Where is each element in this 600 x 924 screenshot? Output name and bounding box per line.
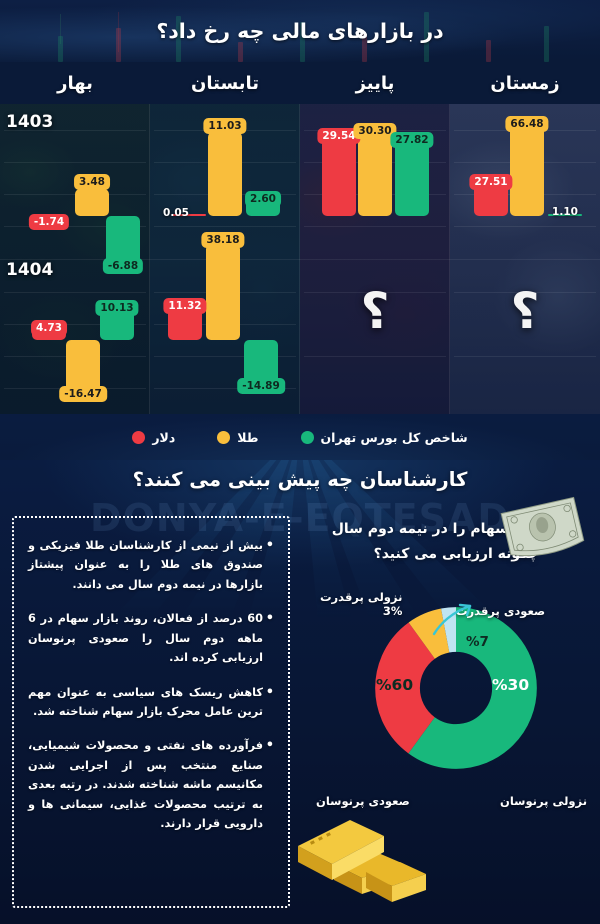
legend-dot-index-icon (300, 430, 314, 444)
legend-label-gold: طلا (237, 429, 259, 445)
bar-label-1404-tabestan-gold: 38.18 (201, 232, 245, 248)
chart-legend: شاخص کل بورس تهران طلا دلار (0, 414, 600, 460)
bar-1403-paeez-dollar (322, 132, 356, 216)
bar-label-1404-bahar-gold: -16.47 (59, 386, 107, 402)
donut-slice-downward-strong (375, 607, 537, 769)
bar-label-1404-bahar-dollar: 4.73 (31, 320, 67, 336)
poll-donut-chart: %60 %30 %7 نزولی پرقدرت 3% صعودی پرقدرت … (314, 586, 588, 886)
dollar-bill-decoration-icon (500, 496, 585, 557)
donut-category-upward-volatile: صعودی پرنوسان (316, 794, 410, 808)
bar-label-1403-tabestan-dollar: 0.05 (163, 207, 189, 219)
panel-paeez: 29.54 30.30 27.82 ؟ (300, 104, 450, 414)
legend-item-gold: طلا (217, 429, 259, 445)
bar-label-1403-paeez-gold: 30.30 (353, 123, 397, 139)
seasonal-bar-chart: 1403 1404 -1.74 3.48 -6.88 4.73 -16.47 1… (0, 104, 600, 414)
donut-callout-arrow-icon (432, 603, 472, 636)
donut-category-downward-volatile: نزولی پرنوسان (500, 794, 588, 808)
gold-bars-decoration-icon (298, 820, 426, 902)
bar-label-1403-zemestan-dollar: 27.51 (469, 174, 513, 190)
bar-label-1404-tabestan-dollar: 11.32 (163, 298, 207, 314)
bar-1403-zemestan-index (548, 214, 582, 216)
bullet-item: کاهش ریسک های سیاسی به عنوان مهم ترین عا… (28, 682, 274, 722)
season-header-zemestan: زمستان (490, 72, 560, 94)
bullet-item: فرآورده های نفتی و محصولات شیمیایی، صنای… (28, 735, 274, 833)
expert-bullets-box: بیش از نیمی از کارشناسان طلا فیزیکی و صن… (12, 516, 290, 908)
legend-item-dollar: دلار (132, 430, 175, 445)
season-header-row: زمستان پاییز تابستان بهار (0, 62, 600, 104)
bar-1403-zemestan-gold (510, 126, 544, 216)
bar-label-1403-tabestan-index: 2.60 (245, 191, 281, 207)
legend-label-index: شاخص کل بورس تهران (320, 429, 468, 445)
legend-dot-gold-icon (217, 430, 231, 444)
bar-1404-tabestan-gold (206, 244, 240, 340)
donut-value-downward-volatile: %30 (492, 676, 530, 694)
unknown-marker-1404-paeez: ؟ (360, 282, 390, 340)
bar-label-1403-paeez-dollar: 29.54 (317, 128, 361, 144)
bar-label-1403-tabestan-gold: 11.03 (203, 118, 247, 134)
bar-1403-bahar-gold (75, 189, 109, 216)
season-header-tabestan: تابستان (190, 72, 260, 94)
season-header-paeez: پاییز (355, 72, 395, 94)
title-band: در بازارهای مالی چه رخ داد؟ (0, 0, 600, 62)
year-label-1404: 1404 (6, 260, 54, 280)
bar-label-1403-zemestan-gold: 66.48 (505, 116, 549, 132)
bar-label-1404-bahar-index: 10.13 (95, 300, 139, 316)
bar-label-1403-bahar-gold: 3.48 (74, 174, 110, 190)
bar-1403-tabestan-gold (208, 132, 242, 216)
bullet-item: 60 درصد از فعالان، روند بازار سهام در 6 … (28, 608, 274, 667)
donut-category-upward-strong: صعودی پرقدرت (456, 604, 546, 618)
bar-label-1403-bahar-index: -6.88 (102, 258, 144, 274)
bar-1403-paeez-index (395, 137, 429, 216)
donut-category-downward-strong-pct: 3% (382, 604, 403, 618)
donut-category-downward-strong-text: نزولی پرقدرت (320, 590, 403, 604)
bar-label-1403-paeez-index: 27.82 (390, 132, 434, 148)
year-label-1403: 1403 (6, 112, 54, 132)
panel-tabestan: 0.05 11.03 2.60 11.32 38.18 -14.89 (150, 104, 300, 414)
legend-label-dollar: دلار (152, 429, 176, 445)
panel-bahar: 1403 1404 -1.74 3.48 -6.88 4.73 -16.47 1… (0, 104, 150, 414)
page-title: در بازارهای مالی چه رخ داد؟ (156, 19, 444, 43)
donut-slice-downward-volatile (375, 607, 537, 769)
bar-1403-paeez-gold (358, 130, 392, 216)
section-title: کارشناسان چه پیش بینی می کنند؟ (132, 468, 468, 491)
donut-category-downward-strong: نزولی پرقدرت 3% (320, 590, 402, 618)
bar-1403-tabestan-dollar (172, 214, 206, 216)
unknown-marker-1404-zemestan: ؟ (510, 282, 540, 340)
donut-value-upward-strong: %7 (466, 634, 489, 650)
season-header-bahar: بهار (57, 72, 93, 94)
donut-value-upward-volatile: %60 (376, 676, 414, 694)
donut-svg (375, 607, 537, 769)
bar-label-1404-tabestan-index: -14.89 (237, 378, 285, 394)
bar-label-1403-bahar-dollar: -1.74 (28, 214, 70, 230)
legend-dot-dollar-icon (132, 430, 146, 444)
bar-label-1403-zemestan-index: 1.10 (552, 206, 578, 218)
panel-zemestan: 27.51 66.48 1.10 ؟ (450, 104, 600, 414)
bullet-item: بیش از نیمی از کارشناسان طلا فیزیکی و صن… (28, 535, 274, 594)
legend-item-index: شاخص کل بورس تهران (300, 429, 468, 445)
watermark: DONYA-E-EQTESAD (90, 496, 510, 540)
